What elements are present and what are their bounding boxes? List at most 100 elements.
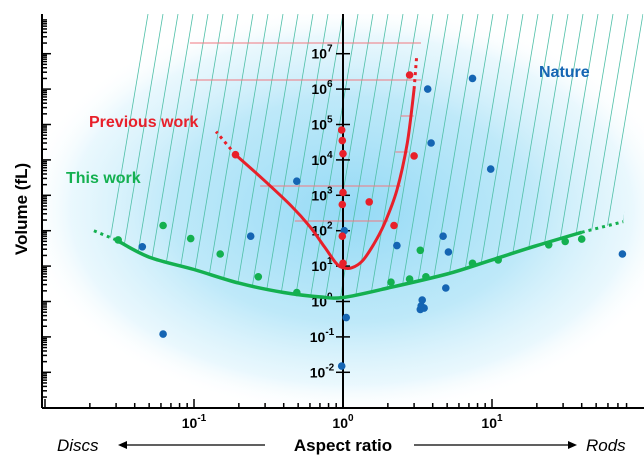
previous-work-point (338, 200, 347, 209)
y-tick-exponent: 2 (327, 221, 333, 232)
nature-point (468, 74, 477, 83)
previous-work-hatch (190, 42, 421, 222)
data-points (114, 71, 627, 370)
previous-work-point (338, 136, 347, 145)
hatch-line (234, 14, 284, 299)
nature-point (427, 139, 435, 147)
y-axis-title: Volume (fL) (12, 163, 31, 255)
y-tick-exponent: 7 (327, 44, 333, 55)
y-tick-base: 10 (310, 329, 326, 345)
x-tick-label: 100 (332, 413, 354, 431)
x-axis-title-row: Discs Aspect ratio Rods (57, 436, 626, 455)
y-tick-label: 101 (311, 256, 333, 274)
previous-work-point (410, 152, 418, 160)
nature-point (486, 165, 495, 173)
nature-point (138, 243, 147, 251)
y-tick-exponent: 6 (327, 79, 333, 90)
hatch-line (219, 14, 269, 299)
previous-work-curve (234, 88, 416, 270)
hatch-line (354, 14, 404, 299)
this-work-point (561, 237, 569, 246)
nature-point (159, 330, 167, 338)
x-axis-title: Aspect ratio (294, 436, 392, 455)
y-tick-label: 104 (311, 150, 333, 168)
hatch-line (459, 14, 509, 299)
series-label-this-work: This work (66, 170, 141, 187)
this-work-point (293, 288, 301, 297)
y-tick-label: 105 (311, 115, 333, 133)
previous-work-point (365, 198, 374, 206)
y-tick-base: 10 (311, 81, 327, 97)
nature-point (337, 362, 346, 370)
previous-work-point (338, 232, 347, 240)
hatch-line (294, 14, 344, 299)
this-work-point (254, 273, 263, 281)
this-work-point (186, 234, 195, 243)
y-tick-label: 107 (311, 44, 333, 62)
previous-work-curve-extension-left (214, 130, 237, 156)
nature-point (423, 85, 432, 93)
previous-work-point (337, 126, 346, 134)
y-tick-base: 10 (311, 117, 327, 133)
y-tick-exponent: 5 (327, 115, 333, 126)
nature-point (439, 232, 447, 240)
this-work-point (114, 236, 122, 244)
hatch-line (144, 14, 194, 299)
x-tick-base: 10 (182, 415, 198, 431)
this-work-point (416, 246, 425, 255)
y-tick-base: 10 (311, 187, 327, 203)
previous-work-point (405, 71, 414, 79)
left-arrow-head (118, 441, 127, 449)
x-tick-exponent: 0 (348, 413, 354, 424)
previous-work-point (231, 150, 240, 159)
nature-point (418, 296, 427, 304)
previous-work-point (339, 149, 347, 158)
this-work-point (422, 273, 430, 281)
nature-point (393, 241, 401, 250)
hatch-line (399, 14, 449, 299)
y-tick-label: 103 (311, 185, 333, 203)
y-tick-label: 10-2 (310, 362, 335, 380)
y-tick-exponent: -2 (325, 362, 334, 373)
nature-point (246, 232, 255, 240)
y-tick-exponent: 3 (327, 185, 333, 196)
previous-work-point (390, 221, 398, 230)
left-end-label: Discs (57, 436, 99, 455)
hatch-line (489, 14, 539, 299)
hatch-line (369, 14, 419, 299)
hatch-line (324, 14, 374, 299)
hatch-line (339, 14, 389, 299)
x-tick-label: 101 (481, 413, 503, 431)
x-tick-base: 10 (481, 415, 497, 431)
x-ticks: 10-1 100 101 (44, 399, 628, 431)
this-work-point (468, 259, 477, 268)
previous-work-point (339, 259, 347, 268)
hatch-line (159, 14, 209, 299)
x-tick-label: 10-1 (182, 413, 207, 431)
series-label-previous-work: Previous work (89, 114, 198, 131)
hatch-line (174, 14, 224, 299)
this-work-curve-extension-left (91, 228, 117, 242)
nature-point (420, 304, 428, 312)
previous-work-point (339, 188, 347, 197)
hatch-line (279, 14, 329, 299)
hatch-line (189, 14, 239, 299)
right-end-label: Rods (586, 436, 626, 455)
hatch-line (474, 14, 524, 299)
this-work-curve-extension-right (581, 220, 624, 234)
nature-point (442, 284, 450, 292)
y-tick-base: 10 (311, 152, 327, 168)
x-tick-exponent: 1 (497, 413, 503, 424)
y-tick-exponent: 1 (327, 256, 333, 267)
nature-point (293, 177, 301, 185)
this-work-point (387, 278, 395, 287)
y-tick-base: 10 (311, 46, 327, 62)
hatch-line (429, 14, 479, 299)
x-tick-base: 10 (332, 415, 348, 431)
this-work-point (544, 241, 553, 249)
y-tick-exponent: 4 (327, 150, 333, 161)
y-tick-exponent: -1 (325, 327, 334, 338)
hatch-line (309, 14, 359, 299)
